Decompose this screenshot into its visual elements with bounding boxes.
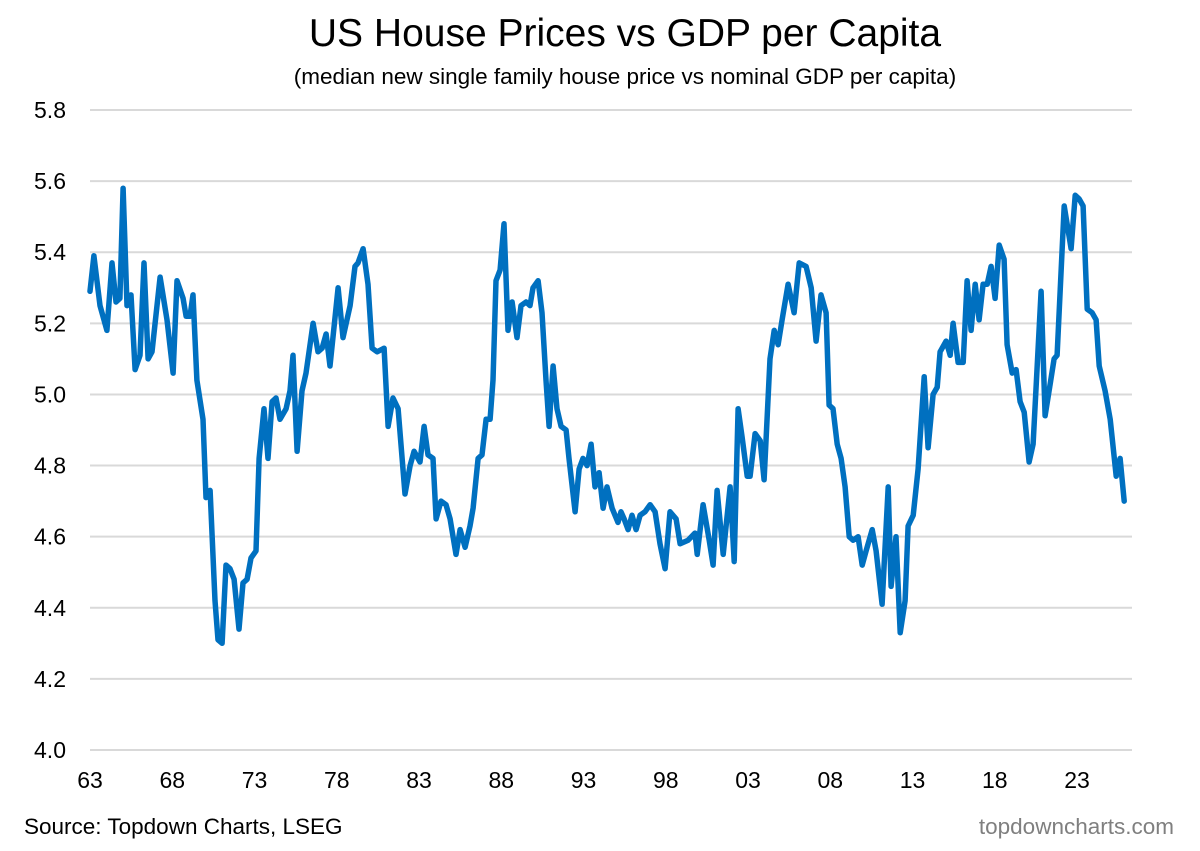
x-tick-label: 98: [653, 767, 679, 793]
x-tick-label: 83: [406, 767, 432, 793]
x-tick-label: 68: [159, 767, 185, 793]
y-tick-label: 4.8: [34, 453, 66, 479]
source-note: Source: Topdown Charts, LSEG: [24, 814, 343, 839]
y-tick-label: 4.4: [34, 595, 66, 621]
x-tick-label: 93: [571, 767, 597, 793]
series-line: [87, 185, 1127, 647]
y-tick-label: 4.6: [34, 524, 66, 550]
chart-title: US House Prices vs GDP per Capita: [308, 12, 942, 55]
y-tick-label: 5.8: [34, 97, 66, 123]
brand-watermark: topdowncharts.com: [978, 814, 1174, 839]
y-tick-label: 5.2: [34, 310, 66, 336]
x-tick-label: 73: [242, 767, 268, 793]
x-tick-label: 23: [1064, 767, 1090, 793]
x-tick-label: 78: [324, 767, 350, 793]
x-tick-label: 08: [817, 767, 843, 793]
x-tick-label: 63: [77, 767, 103, 793]
y-tick-label: 5.0: [34, 381, 66, 407]
y-tick-label: 5.6: [34, 168, 66, 194]
y-tick-label: 4.2: [34, 666, 66, 692]
x-tick-label: 18: [982, 767, 1008, 793]
chart-subtitle: (median new single family house price vs…: [293, 64, 957, 89]
x-tick-label: 13: [900, 767, 926, 793]
y-tick-label: 5.4: [34, 239, 66, 265]
x-tick-label: 88: [488, 767, 514, 793]
y-tick-label: 4.0: [34, 737, 66, 763]
x-tick-label: 03: [735, 767, 761, 793]
